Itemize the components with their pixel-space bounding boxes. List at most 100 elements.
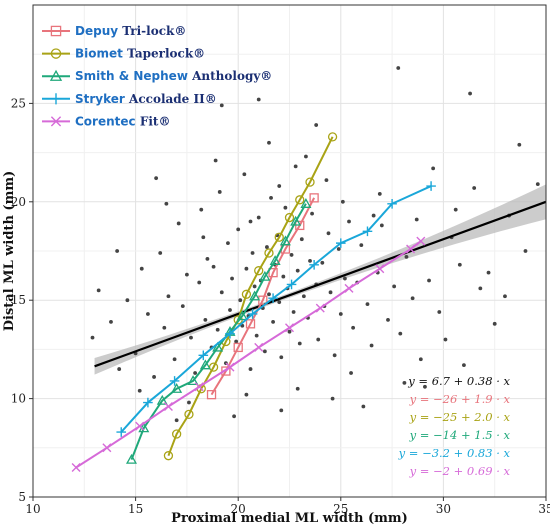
plus-marker — [268, 293, 278, 304]
scatter-point — [172, 357, 177, 362]
scatter-point — [254, 333, 259, 338]
circle-marker — [163, 451, 174, 461]
x-axis-title: Proximal medial ML width (mm) — [171, 511, 408, 526]
scatter-point — [248, 367, 253, 371]
scatter-point — [279, 408, 284, 413]
scatter-point — [267, 292, 271, 297]
scatter-point — [232, 414, 236, 419]
y-tick-label: 10 — [11, 392, 26, 406]
scatter-point — [213, 158, 218, 163]
scatter-point — [189, 335, 193, 340]
scatter-point — [332, 353, 337, 358]
scatter-point — [152, 375, 156, 379]
scatter-point — [304, 154, 308, 159]
axes — [29, 4, 547, 501]
legend-item: Smith & Nephew Anthology® — [42, 69, 272, 83]
scatter-point — [343, 276, 347, 281]
scatter-point — [371, 213, 376, 218]
scatter-point — [217, 190, 222, 194]
legend-product: Tri-lock® — [122, 24, 186, 38]
plot-frame — [32, 4, 547, 498]
x-marker — [315, 303, 325, 313]
triangle-marker — [212, 341, 224, 352]
square-marker — [233, 342, 243, 353]
x-marker — [163, 401, 173, 411]
legend-label: Corentec Fit® — [75, 114, 170, 128]
scatter-point — [193, 371, 198, 375]
x-marker — [285, 323, 294, 333]
x-marker — [102, 443, 112, 453]
plus-marker — [362, 226, 373, 237]
scatter-point — [271, 319, 275, 324]
triangle-marker — [49, 69, 63, 81]
square-marker — [268, 267, 278, 278]
scatter-point — [256, 97, 261, 102]
square-marker — [206, 390, 217, 400]
plus-marker — [50, 93, 62, 105]
equations: y = 6.7 + 0.38 · x y = −26 + 1.9 · x y = −… — [398, 374, 511, 478]
scatter-point — [137, 388, 142, 393]
scatter-point — [314, 123, 319, 127]
scatter-point — [402, 380, 407, 385]
scatter-point — [338, 312, 343, 316]
scatter-point — [414, 217, 419, 222]
y-tick-label: 5 — [18, 490, 26, 504]
scatter-point — [125, 298, 130, 303]
legend-item: Depuy Tri-lock® — [42, 24, 186, 38]
equation-label: y = −26 + 1.9 · x — [409, 392, 511, 406]
scatter-point — [320, 260, 325, 265]
scatter-point — [293, 164, 298, 169]
scatter-point — [295, 268, 300, 273]
scatter-point — [201, 235, 206, 240]
scatter-point — [462, 363, 466, 368]
y-tick-label: 15 — [11, 293, 26, 307]
scatter-point — [226, 241, 230, 246]
plus-marker — [336, 238, 346, 248]
scatter-point — [398, 331, 403, 336]
scatter-point — [410, 296, 415, 301]
x-tick-label: 15 — [128, 502, 143, 516]
plus-marker — [225, 328, 235, 339]
triangle-marker — [300, 198, 312, 208]
scatter-points — [90, 66, 540, 423]
plus-marker — [387, 198, 397, 209]
scatter-point — [427, 278, 431, 283]
scatter-point — [361, 404, 366, 409]
scatter-point — [281, 274, 286, 279]
circle-marker — [264, 248, 274, 258]
scatter-point — [252, 284, 257, 289]
legend-product: Accolade II® — [128, 92, 217, 106]
scatter-point — [386, 317, 390, 322]
legend-brand: Biomet — [75, 47, 127, 61]
scatter-point — [369, 343, 374, 348]
scatter-point — [154, 176, 159, 181]
legend-product: Taperlock® — [127, 47, 205, 61]
scatter-point — [248, 219, 253, 224]
scatter-point — [287, 329, 292, 334]
legend-item: Biomet Taperlock® — [42, 47, 205, 61]
scatter-point — [166, 294, 171, 299]
scatter-point — [228, 308, 232, 312]
scatter-point — [269, 195, 273, 200]
legend-item: Stryker Accolade II® — [42, 92, 217, 106]
scatter-point — [365, 302, 370, 307]
scatter-point — [205, 256, 210, 261]
plus-marker — [116, 427, 127, 437]
confidence-band — [94, 184, 546, 375]
scatter-point — [234, 339, 239, 344]
plus-marker — [309, 259, 319, 270]
scatter-point — [316, 337, 321, 342]
circle-marker — [171, 429, 182, 439]
scatter-point — [176, 221, 181, 226]
scatter-point — [486, 270, 491, 275]
circle-marker — [327, 132, 338, 142]
scatter-point — [310, 211, 314, 216]
regression-line — [94, 200, 547, 368]
circle-marker — [284, 212, 295, 223]
circle-marker — [295, 195, 305, 205]
scatter-point — [109, 319, 113, 324]
triangle-marker — [156, 394, 168, 405]
triangle-marker — [290, 215, 302, 226]
scatter-point — [453, 207, 458, 212]
series-biomet — [163, 132, 338, 461]
